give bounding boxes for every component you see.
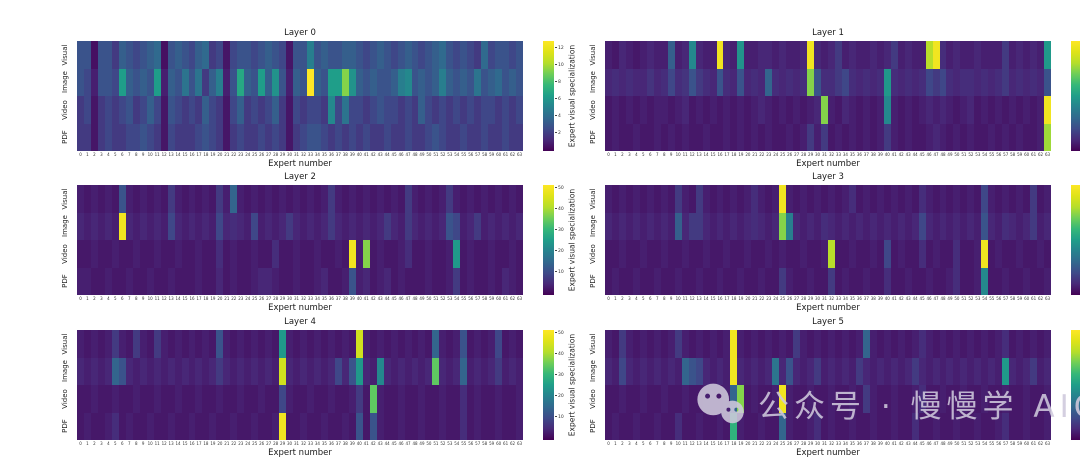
colorbar [1071, 330, 1080, 440]
x-axis-label: Expert number [268, 448, 332, 458]
colorbar-label: Expert visual specialization [567, 44, 577, 148]
subplot-title: Layer 2 [284, 172, 316, 182]
heatmap-layer-2: Layer 2 Visual Image Video PDF 0 1 2 3 4 5 6 7 8 9 10… [51, 172, 591, 319]
x-axis-ticks: 0 1 2 3 4 5 6 7 8 9 10 11 12 13 14 15 16 17 18 19 20 21 22 23 24… [607, 441, 1051, 446]
row-label: Image [61, 215, 70, 238]
row-label: Visual [61, 44, 70, 66]
colorbar-ticks: 10 20 30 40 50 [555, 185, 569, 295]
row-label: PDF [61, 419, 70, 434]
row-label: PDF [61, 274, 70, 289]
row-label: Image [61, 360, 70, 383]
row-label: Image [589, 360, 598, 383]
row-label: Image [589, 71, 598, 94]
x-axis-label: Expert number [796, 448, 860, 458]
heatmap-cells [77, 330, 523, 440]
heatmap-layer-1: Layer 1 Visual Image Video PDF 0 1 2 3 4 5 6 7 8 9 10… [579, 28, 1080, 175]
row-label: Visual [589, 44, 598, 66]
row-label: Video [589, 243, 598, 264]
x-axis-label: Expert number [796, 303, 860, 313]
subplot-title: Layer 3 [812, 172, 844, 182]
row-label: Visual [589, 188, 598, 210]
colorbar [543, 41, 554, 151]
x-axis-label: Expert number [268, 303, 332, 313]
row-label: Video [589, 99, 598, 120]
heatmap-cells [605, 330, 1051, 440]
x-axis-ticks: 0 1 2 3 4 5 6 7 8 9 10 11 12 13 14 15 16 17 18 19 20 21 22 23 24… [79, 441, 523, 446]
y-axis-row-labels: Visual Image Video PDF [51, 41, 77, 151]
colorbar [1071, 41, 1080, 151]
row-label: Image [61, 71, 70, 94]
colorbar [1071, 185, 1080, 295]
x-axis-ticks: 0 1 2 3 4 5 6 7 8 9 10 11 12 13 14 15 16 17 18 19 20 21 22 23 24… [79, 152, 523, 157]
heatmap-cells [77, 41, 523, 151]
x-axis-ticks: 0 1 2 3 4 5 6 7 8 9 10 11 12 13 14 15 16 17 18 19 20 21 22 23 24… [79, 296, 523, 301]
y-axis-row-labels: Visual Image Video PDF [51, 185, 77, 295]
subplot-title: Layer 5 [812, 317, 844, 327]
colorbar [543, 330, 554, 440]
row-label: Visual [61, 333, 70, 355]
row-label: Visual [61, 188, 70, 210]
subplot-title: Layer 4 [284, 317, 316, 327]
x-axis-label: Expert number [796, 159, 860, 169]
heatmap-cells [77, 185, 523, 295]
row-label: Video [61, 243, 70, 264]
y-axis-row-labels: Visual Image Video PDF [579, 185, 605, 295]
x-axis-ticks: 0 1 2 3 4 5 6 7 8 9 10 11 12 13 14 15 16 17 18 19 20 21 22 23 24… [607, 152, 1051, 157]
row-label: Visual [589, 333, 598, 355]
row-label: Video [61, 99, 70, 120]
heatmap-cells [605, 41, 1051, 151]
subplot-title: Layer 1 [812, 28, 844, 38]
row-label: Video [61, 388, 70, 409]
colorbar-label: Expert visual specialization [567, 333, 577, 437]
row-label: PDF [589, 130, 598, 145]
row-label: PDF [589, 274, 598, 289]
colorbar-ticks: 10 20 30 40 50 [555, 330, 569, 440]
x-axis-label: Expert number [268, 159, 332, 169]
y-axis-row-labels: Visual Image Video PDF [579, 330, 605, 440]
x-axis-ticks: 0 1 2 3 4 5 6 7 8 9 10 11 12 13 14 15 16 17 18 19 20 21 22 23 24… [607, 296, 1051, 301]
subplot-title: Layer 0 [284, 28, 316, 38]
heatmap-layer-5: Layer 5 Visual Image Video PDF 0 1 2 3 4 5 6 7 8 9 10… [579, 317, 1080, 459]
heatmap-layer-3: Layer 3 Visual Image Video PDF 0 1 2 3 4 5 6 7 8 9 10… [579, 172, 1080, 319]
colorbar-ticks: 2 4 6 8 10 12 [555, 41, 569, 151]
row-label: PDF [589, 419, 598, 434]
colorbar-label: Expert visual specialization [567, 188, 577, 292]
y-axis-row-labels: Visual Image Video PDF [51, 330, 77, 440]
row-label: PDF [61, 130, 70, 145]
row-label: Image [589, 215, 598, 238]
row-label: Video [589, 388, 598, 409]
colorbar [543, 185, 554, 295]
heatmap-cells [605, 185, 1051, 295]
y-axis-row-labels: Visual Image Video PDF [579, 41, 605, 151]
heatmap-layer-4: Layer 4 Visual Image Video PDF 0 1 2 3 4 5 6 7 8 9 10… [51, 317, 591, 459]
heatmap-layer-0: Layer 0 Visual Image Video PDF 0 1 2 3 4 5 6 7 8 9 10… [51, 28, 591, 175]
